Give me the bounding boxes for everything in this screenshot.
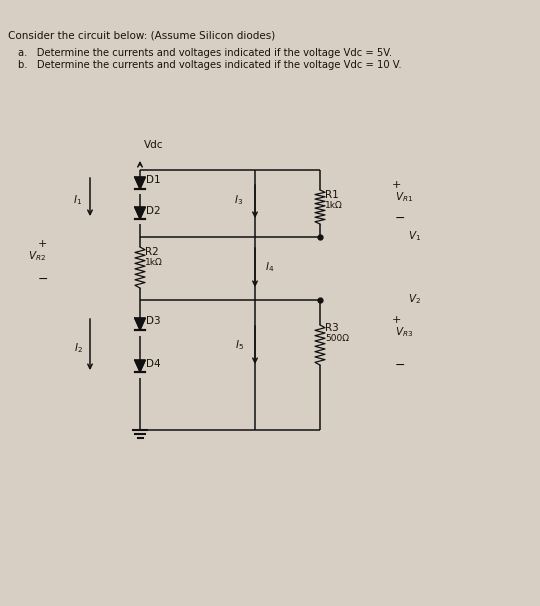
Text: R3: R3 [325, 323, 339, 333]
Polygon shape [134, 177, 145, 189]
Text: 500Ω: 500Ω [325, 334, 349, 343]
Text: $V_{R3}$: $V_{R3}$ [395, 325, 413, 339]
Text: R1: R1 [325, 190, 339, 200]
Text: $I_1$: $I_1$ [73, 193, 83, 207]
Text: b.   Determine the currents and voltages indicated if the voltage Vdc = 10 V.: b. Determine the currents and voltages i… [18, 60, 402, 70]
Text: D4: D4 [146, 359, 160, 369]
Text: −: − [395, 359, 406, 372]
Text: $V_2$: $V_2$ [408, 292, 421, 306]
Text: +: + [392, 180, 401, 190]
Text: $I_2$: $I_2$ [73, 341, 83, 355]
Text: 1kΩ: 1kΩ [145, 258, 163, 267]
Text: $I_4$: $I_4$ [265, 261, 274, 275]
Text: R2: R2 [145, 247, 159, 257]
Text: D1: D1 [146, 175, 160, 185]
Text: D2: D2 [146, 206, 160, 216]
Text: 1kΩ: 1kΩ [325, 201, 343, 210]
Text: Vdc: Vdc [144, 140, 164, 150]
Polygon shape [134, 207, 145, 219]
Text: $V_{R2}$: $V_{R2}$ [28, 249, 46, 263]
Text: $V_1$: $V_1$ [408, 229, 421, 243]
Text: D3: D3 [146, 316, 160, 326]
Text: −: − [395, 212, 406, 225]
Text: +: + [38, 239, 48, 249]
Text: +: + [392, 315, 401, 325]
Text: a.   Determine the currents and voltages indicated if the voltage Vdc = 5V.: a. Determine the currents and voltages i… [18, 48, 392, 58]
Text: −: − [38, 273, 49, 286]
Text: $I_3$: $I_3$ [234, 193, 244, 207]
Text: $V_{R1}$: $V_{R1}$ [395, 190, 413, 204]
Polygon shape [134, 318, 145, 330]
Polygon shape [134, 360, 145, 372]
Text: Consider the circuit below: (Assume Silicon diodes): Consider the circuit below: (Assume Sili… [8, 30, 275, 40]
Text: $I_5$: $I_5$ [234, 338, 244, 352]
